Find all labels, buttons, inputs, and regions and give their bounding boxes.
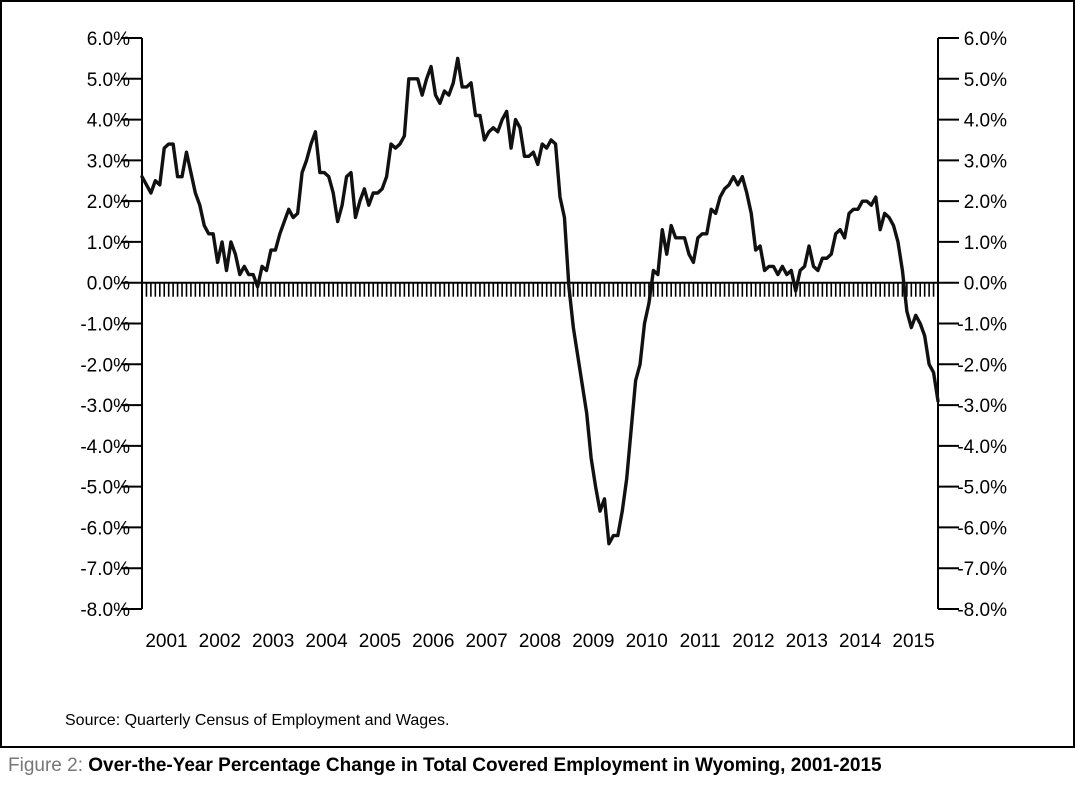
x-tick-label: 2011	[680, 631, 721, 652]
x-tick-label: 2003	[252, 631, 294, 652]
y-tick-label-right: 1.0%	[964, 233, 1007, 254]
y-tick-label-left: -7.0%	[80, 559, 130, 580]
figure-caption: Figure 2: Over-the-Year Percentage Chang…	[8, 755, 882, 777]
x-tick-label: 2006	[412, 631, 454, 652]
y-tick-label-left: 6.0%	[87, 29, 130, 50]
axes	[121, 37, 959, 610]
y-tick-label-right: -2.0%	[957, 355, 1007, 376]
y-tick-label-right: 2.0%	[964, 192, 1007, 213]
y-tick-label-right: 0.0%	[964, 274, 1007, 295]
line-chart: 6.0% 5.0% 4.0% 3.0% 2.0% 1.0% 0.0% -1.0% -2.0% -3…	[80, 29, 1007, 652]
y-tick-label-left: -5.0%	[80, 478, 130, 499]
source-note: Source: Quarterly Census of Employment a…	[65, 712, 450, 729]
y-tick-label-right: 6.0%	[964, 29, 1007, 50]
figure-label: Figure 2:	[8, 755, 83, 776]
y-tick-label-left: -4.0%	[80, 437, 130, 458]
y-tick-label-left: 3.0%	[87, 151, 130, 172]
series-group	[140, 56, 940, 546]
zero-line-ticks	[141, 282, 939, 297]
x-tick-label: 2009	[572, 631, 614, 652]
y-tick-label-left: 1.0%	[87, 233, 130, 254]
y-tick-label-right: -3.0%	[957, 396, 1007, 417]
y-tick-label-left: 5.0%	[87, 70, 130, 91]
y-axis-left-labels: 6.0% 5.0% 4.0% 3.0% 2.0% 1.0% 0.0% -1.0% -2.0% -3…	[80, 29, 130, 621]
series-line	[140, 56, 940, 546]
figure-title: Over-the-Year Percentage Change in Total…	[88, 755, 882, 776]
y-tick-label-right: 4.0%	[964, 111, 1007, 132]
x-tick-label: 2014	[839, 631, 882, 652]
y-tick-label-left: -6.0%	[80, 518, 130, 539]
y-tick-label-left: -8.0%	[80, 600, 130, 621]
chart-frame: 6.0% 5.0% 4.0% 3.0% 2.0% 1.0% 0.0% -1.0% -2.0% -3…	[0, 0, 1075, 748]
y-tick-label-left: -3.0%	[80, 396, 130, 417]
x-tick-label: 2004	[305, 631, 348, 652]
y-tick-label-right: -1.0%	[957, 315, 1007, 336]
y-axis-right-labels: 6.0% 5.0% 4.0% 3.0% 2.0% 1.0% 0.0% -1.0% -2.0% -3…	[957, 29, 1007, 621]
y-tick-label-right: -4.0%	[957, 437, 1007, 458]
y-tick-label-left: -2.0%	[80, 355, 130, 376]
x-tick-label: 2013	[786, 631, 828, 652]
x-tick-label: 2001	[145, 631, 187, 652]
x-tick-label: 2007	[465, 631, 507, 652]
x-axis-labels: 2001 2002 2003 2004 2005 2006 2007 2008 2009 2010…	[145, 631, 934, 652]
y-tick-label-left: 2.0%	[87, 192, 130, 213]
x-tick-label: 2008	[519, 631, 561, 652]
x-tick-label: 2012	[732, 631, 774, 652]
y-tick-label-right: 5.0%	[964, 70, 1007, 91]
x-tick-label: 2015	[892, 631, 934, 652]
x-tick-label: 2002	[199, 631, 241, 652]
y-tick-label-right: -8.0%	[957, 600, 1007, 621]
x-tick-label: 2005	[359, 631, 401, 652]
y-tick-label-right: 3.0%	[964, 151, 1007, 172]
x-tick-label: 2010	[626, 631, 668, 652]
y-tick-label-right: -6.0%	[957, 518, 1007, 539]
y-tick-label-left: 0.0%	[87, 274, 130, 295]
y-tick-label-left: 4.0%	[87, 111, 130, 132]
y-tick-label-left: -1.0%	[80, 315, 130, 336]
y-tick-label-right: -7.0%	[957, 559, 1007, 580]
y-tick-label-right: -5.0%	[957, 478, 1007, 499]
